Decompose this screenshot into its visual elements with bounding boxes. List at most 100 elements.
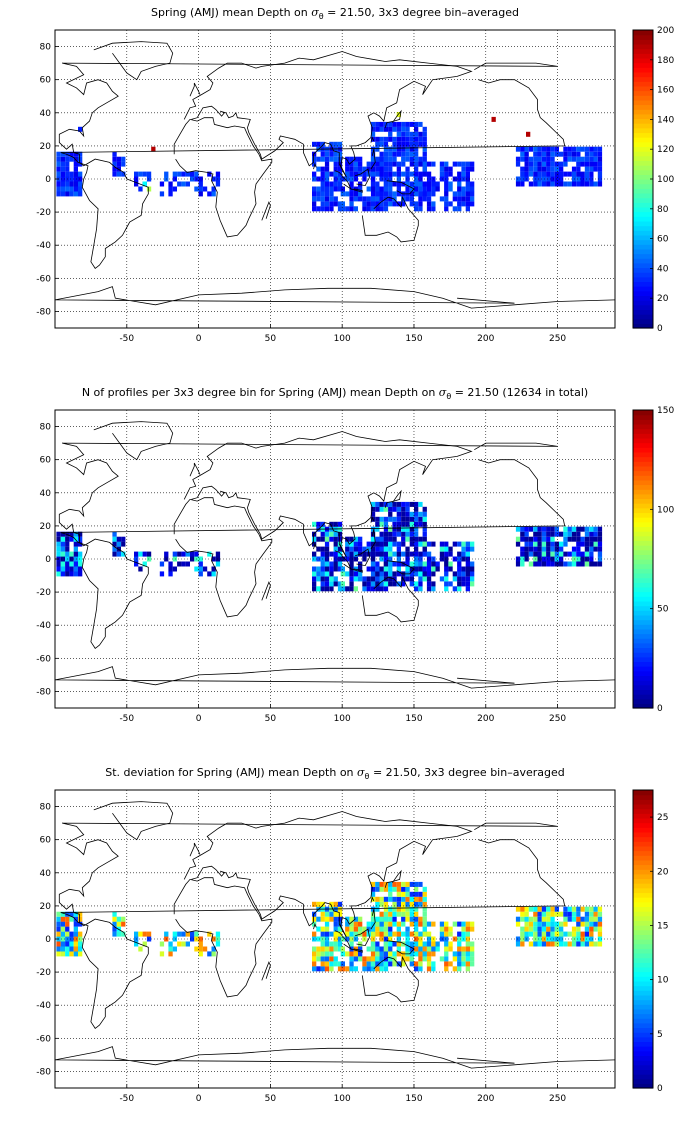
data-bin (329, 151, 334, 157)
data-bin (461, 551, 466, 557)
data-bin (312, 161, 317, 167)
data-bin (349, 916, 354, 922)
data-bin (559, 171, 564, 177)
data-bin (340, 176, 345, 182)
data-bin (379, 886, 384, 892)
data-bin (73, 941, 78, 947)
data-bin (537, 941, 542, 947)
data-bin (520, 916, 525, 922)
data-bin (337, 156, 343, 162)
data-bin (329, 181, 334, 187)
data-bin (396, 526, 401, 532)
data-bin (470, 546, 475, 552)
data-bin (345, 931, 350, 937)
data-bin (563, 931, 568, 937)
data-bin (448, 581, 453, 587)
data-bin (401, 541, 406, 547)
data-bin (426, 961, 432, 967)
data-bin (198, 191, 203, 197)
data-bin (414, 191, 419, 197)
data-bin (392, 961, 397, 967)
data-bin (576, 531, 581, 537)
coastline (189, 462, 201, 477)
data-bin (329, 531, 334, 537)
data-bin (375, 916, 380, 922)
data-bin (349, 196, 354, 202)
data-bin (405, 956, 410, 962)
data-bin (379, 926, 384, 932)
data-bin (370, 921, 376, 927)
data-bin (546, 176, 551, 182)
data-bin (333, 956, 338, 962)
data-bin (383, 561, 389, 567)
data-bin (65, 931, 70, 937)
data-bin (353, 171, 358, 177)
data-bin (461, 566, 466, 572)
data-bin (60, 951, 65, 957)
data-bin (337, 931, 343, 937)
plot-frame (54, 789, 616, 1089)
data-bin (65, 166, 70, 172)
data-bin (375, 206, 380, 212)
data-bin (353, 161, 358, 167)
data-bin (470, 956, 475, 962)
x-tick-label: 200 (477, 714, 494, 724)
data-bin (333, 901, 338, 907)
data-bin (541, 931, 547, 937)
data-bin (533, 156, 538, 162)
data-bin (65, 946, 70, 952)
data-bin (431, 191, 436, 197)
data-bin (185, 171, 190, 177)
data-bin (541, 916, 547, 922)
data-bin (422, 196, 427, 202)
data-bin (470, 196, 475, 202)
data-bin (388, 506, 393, 512)
data-bin (211, 176, 216, 182)
data-bin (422, 531, 427, 537)
data-bin (422, 536, 427, 542)
colorbar-segment (633, 295, 653, 301)
data-bin (383, 906, 389, 912)
data-bin (461, 926, 466, 932)
data-bin (401, 526, 406, 532)
data-bin (541, 156, 547, 162)
data-bin (409, 136, 414, 142)
data-bin (112, 921, 117, 927)
data-bin (528, 916, 534, 922)
colorbar-tick-label: 20 (657, 294, 669, 304)
data-bin (405, 576, 410, 582)
data-bin (69, 556, 74, 562)
data-bin (60, 566, 65, 572)
colorbar-segment (633, 67, 653, 73)
data-bin (465, 931, 470, 937)
data-bin (116, 916, 121, 922)
data-bin (465, 191, 470, 197)
data-bin (593, 906, 598, 912)
data-bin (457, 956, 462, 962)
data-bin (375, 946, 380, 952)
data-bin (320, 196, 325, 202)
colorbar-segment (633, 281, 653, 287)
data-bin (121, 536, 126, 542)
data-bin (329, 536, 334, 542)
colorbar-segment (633, 689, 653, 695)
data-bin (593, 546, 598, 552)
data-bin (333, 166, 338, 172)
data-bin (444, 581, 449, 587)
data-bin (324, 551, 330, 557)
data-bin (465, 566, 470, 572)
colorbar-segment (633, 605, 653, 611)
data-bin (426, 176, 432, 182)
data-bin (576, 921, 581, 927)
data-bin (370, 171, 376, 177)
data-bin (358, 921, 363, 927)
data-bin (422, 156, 427, 162)
data-bin (414, 176, 419, 182)
data-bin (563, 561, 568, 567)
data-bin (190, 556, 195, 562)
data-bin (388, 546, 393, 552)
data-bin (375, 881, 380, 887)
map-std-deviation: -50 0 50 100 150 200 250806040200-20-40-60-800… (36, 789, 669, 1104)
x-tick-label: 100 (334, 334, 351, 344)
data-bin (401, 886, 406, 892)
